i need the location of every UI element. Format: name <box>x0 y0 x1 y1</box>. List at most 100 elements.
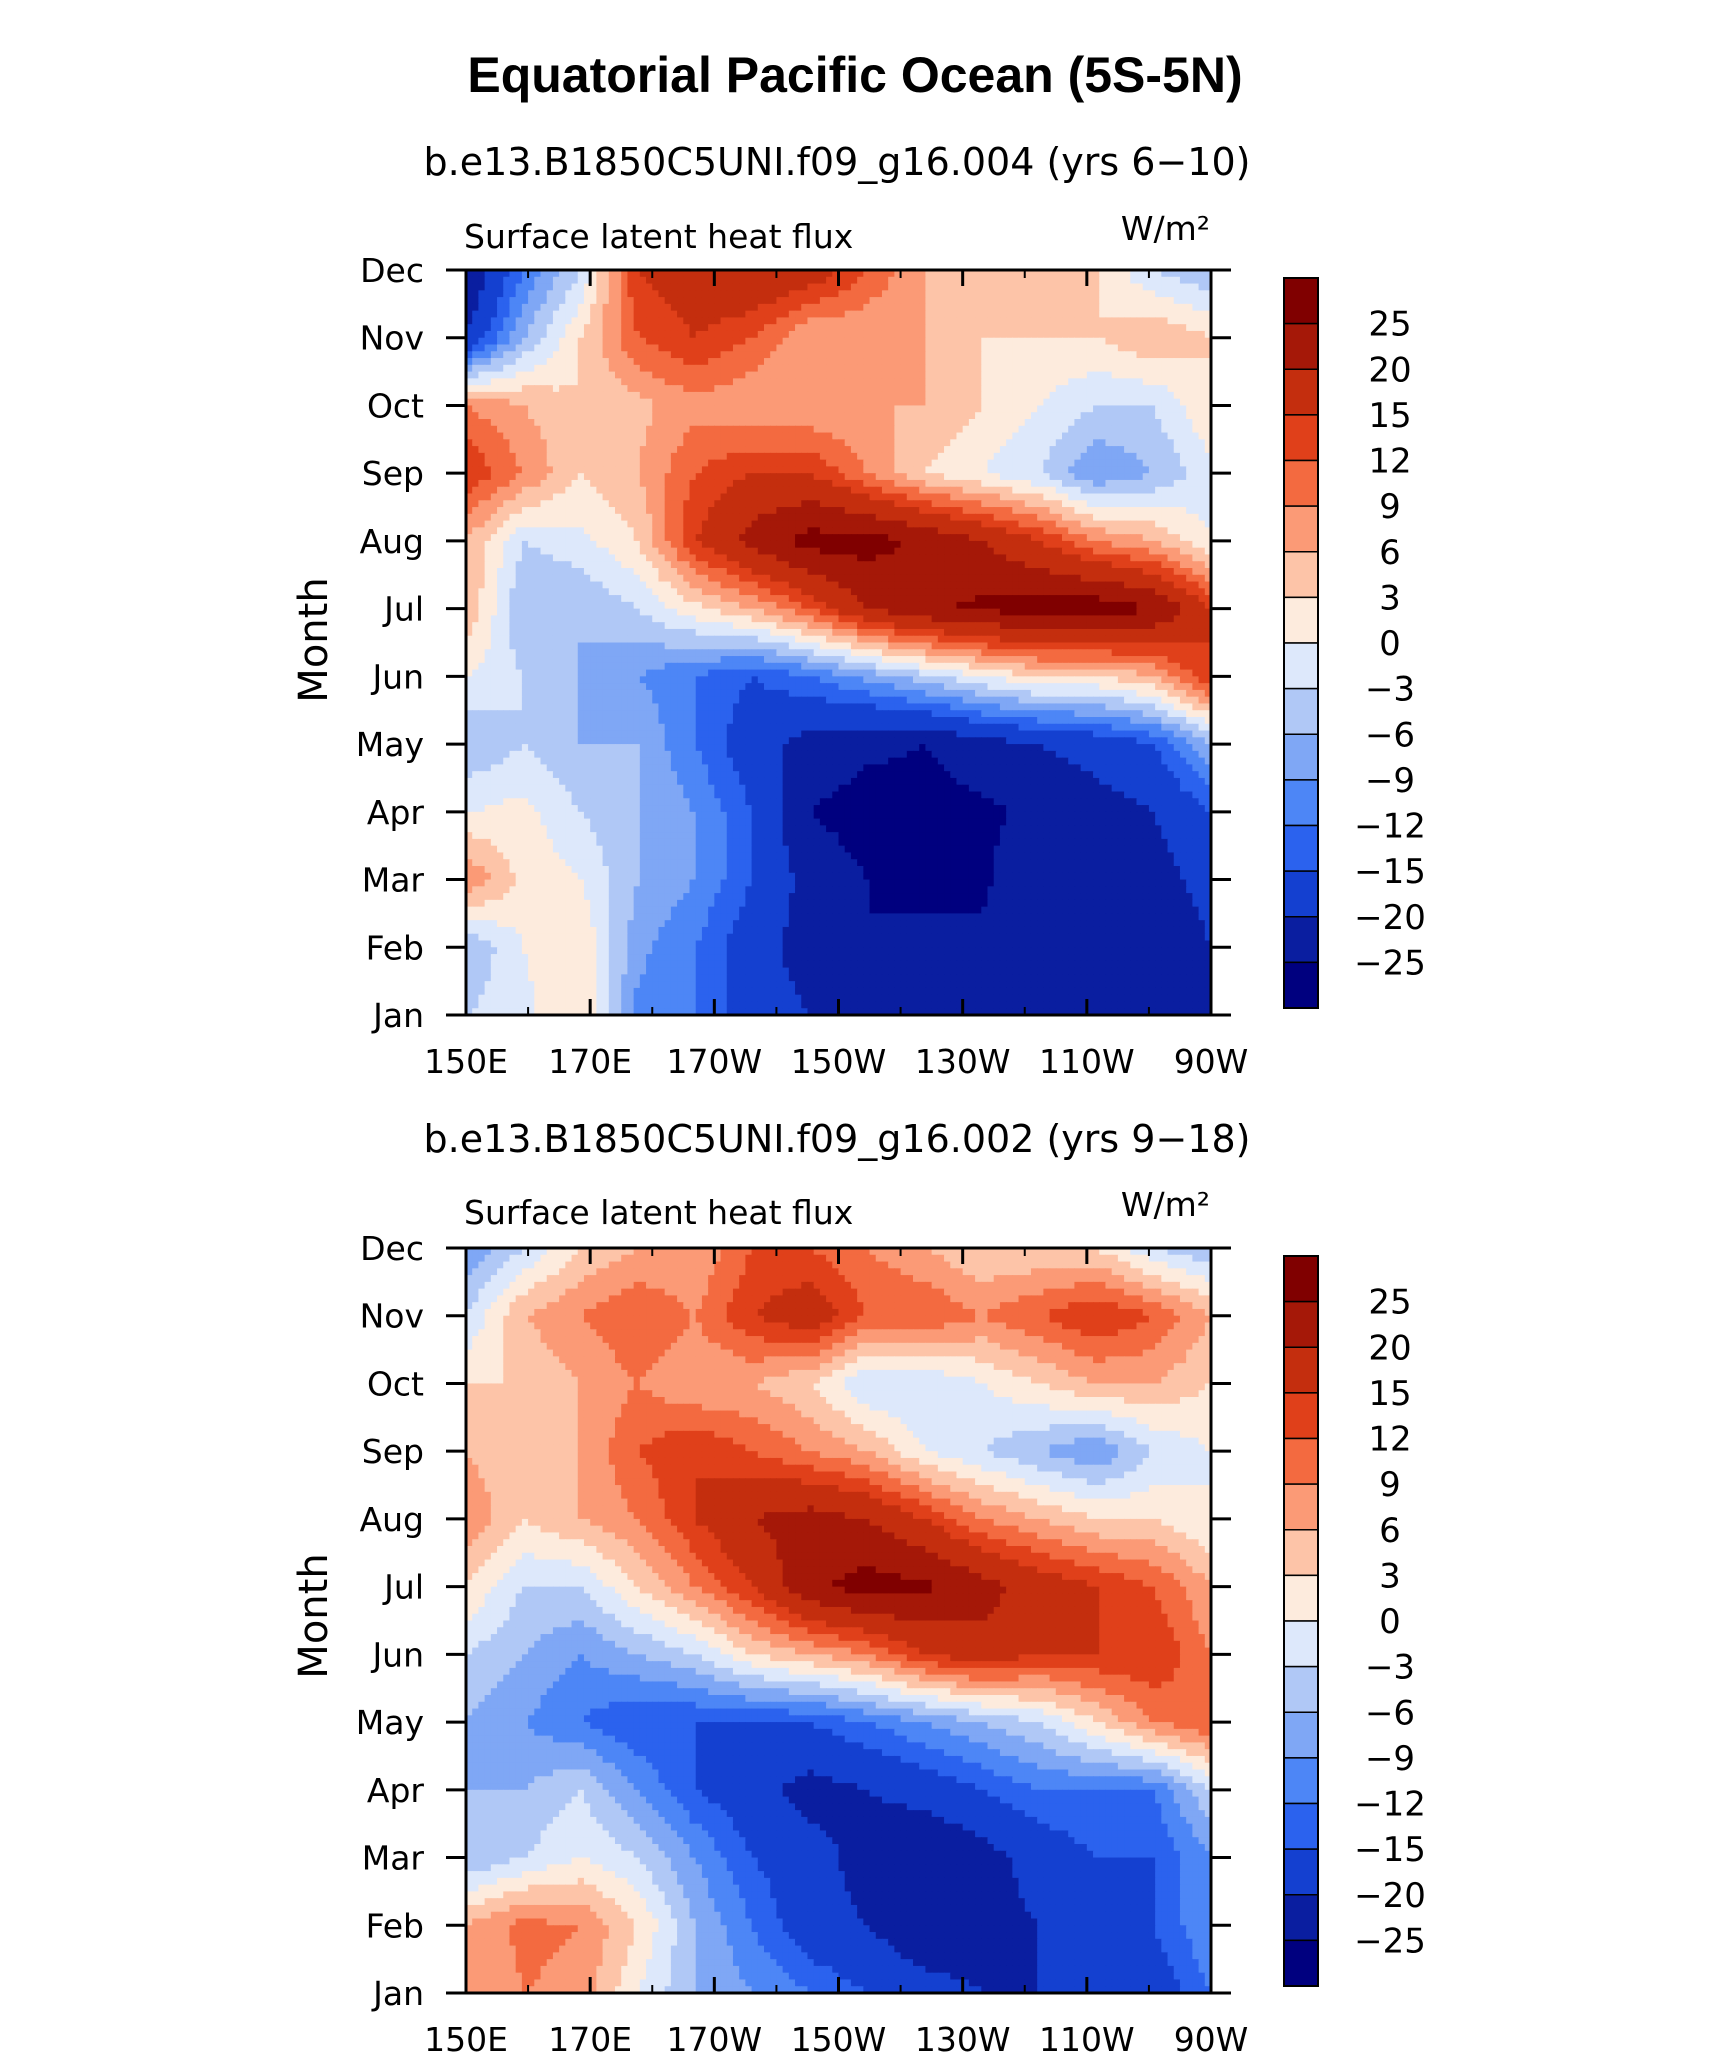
heatmap-cell <box>1174 284 1181 291</box>
heatmap-cell <box>596 405 603 412</box>
heatmap-cell <box>975 338 982 345</box>
heatmap-cell <box>845 392 852 399</box>
heatmap-cell <box>1168 331 1175 338</box>
heatmap-cell <box>1112 500 1119 507</box>
heatmap-cell <box>1012 324 1019 331</box>
heatmap-cell <box>1155 399 1162 406</box>
heatmap-cell <box>1112 460 1119 467</box>
heatmap-cell <box>882 500 889 507</box>
heatmap-cell <box>472 284 479 291</box>
heatmap-cell <box>994 507 1001 514</box>
heatmap-cell <box>870 297 877 304</box>
heatmap-cell <box>1062 365 1069 372</box>
heatmap-cell <box>888 392 895 399</box>
heatmap-cell <box>640 284 647 291</box>
heatmap-cell <box>1186 284 1193 291</box>
heatmap-cell <box>1112 338 1119 345</box>
heatmap-cell <box>925 284 932 291</box>
heatmap-cell <box>789 338 796 345</box>
heatmap-cell <box>590 480 597 487</box>
heatmap-cell <box>764 466 771 473</box>
heatmap-cell <box>1025 338 1032 345</box>
heatmap-cell <box>1105 385 1112 392</box>
heatmap-cell <box>621 412 628 419</box>
heatmap-cell <box>522 338 529 345</box>
heatmap-cell <box>969 304 976 311</box>
heatmap-cell <box>491 365 498 372</box>
heatmap-cell <box>969 494 976 501</box>
heatmap-cell <box>863 385 870 392</box>
heatmap-cell <box>770 324 777 331</box>
heatmap-cell <box>1081 392 1088 399</box>
heatmap-cell <box>683 317 690 324</box>
heatmap-cell <box>485 500 492 507</box>
heatmap-cell <box>758 311 765 318</box>
heatmap-cell <box>745 317 752 324</box>
heatmap-cell <box>863 392 870 399</box>
heatmap-cell <box>882 284 889 291</box>
heatmap-cell <box>969 487 976 494</box>
heatmap-cell <box>1025 399 1032 406</box>
heatmap-cell <box>497 392 504 399</box>
heatmap-cell <box>944 507 951 514</box>
heatmap-cell <box>795 487 802 494</box>
heatmap-cell <box>764 297 771 304</box>
heatmap-cell <box>752 338 759 345</box>
heatmap-cell <box>578 365 585 372</box>
heatmap-cell <box>801 392 808 399</box>
heatmap-cell <box>981 338 988 345</box>
heatmap-cell <box>882 345 889 352</box>
heatmap-cell <box>839 439 846 446</box>
heatmap-cell <box>1118 433 1125 440</box>
heatmap-cell <box>553 290 560 297</box>
heatmap-cell <box>1074 460 1081 467</box>
heatmap-cell <box>932 500 939 507</box>
heatmap-cell <box>671 297 678 304</box>
heatmap-cell <box>578 284 585 291</box>
heatmap-cell <box>528 358 535 365</box>
heatmap-cell <box>832 324 839 331</box>
heatmap-cell <box>745 419 752 426</box>
heatmap-cell <box>994 338 1001 345</box>
heatmap-cell <box>1168 372 1175 379</box>
heatmap-cell <box>578 385 585 392</box>
heatmap-cell <box>752 324 759 331</box>
heatmap-cell <box>820 405 827 412</box>
heatmap-cell <box>739 304 746 311</box>
heatmap-cell <box>845 399 852 406</box>
heatmap-cell <box>820 453 827 460</box>
heatmap-cell <box>733 494 740 501</box>
heatmap-cell <box>919 466 926 473</box>
heatmap-cell <box>572 412 579 419</box>
heatmap-cell <box>565 338 572 345</box>
heatmap-cell <box>491 378 498 385</box>
heatmap-cell <box>696 500 703 507</box>
heatmap-cell <box>485 290 492 297</box>
heatmap-cell <box>708 453 715 460</box>
heatmap-cell <box>975 433 982 440</box>
heatmap-cell <box>1037 385 1044 392</box>
heatmap-cell <box>1118 290 1125 297</box>
heatmap-cell <box>658 405 665 412</box>
heatmap-cell <box>497 290 504 297</box>
heatmap-cell <box>640 317 647 324</box>
heatmap-cell <box>1068 317 1075 324</box>
heatmap-cell <box>671 487 678 494</box>
heatmap-cell <box>764 284 771 291</box>
heatmap-cell <box>1062 473 1069 480</box>
heatmap-cell <box>671 412 678 419</box>
heatmap-cell <box>826 426 833 433</box>
heatmap-cell <box>752 385 759 392</box>
heatmap-cell <box>1174 466 1181 473</box>
heatmap-cell <box>478 446 485 453</box>
heatmap-cell <box>727 324 734 331</box>
heatmap-cell <box>690 392 697 399</box>
heatmap-cell <box>851 345 858 352</box>
heatmap-cell <box>721 372 728 379</box>
heatmap-cell <box>752 297 759 304</box>
heatmap-cell <box>683 446 690 453</box>
heatmap-cell <box>1031 392 1038 399</box>
heatmap-cell <box>677 480 684 487</box>
heatmap-cell <box>559 412 566 419</box>
heatmap-cell <box>888 500 895 507</box>
